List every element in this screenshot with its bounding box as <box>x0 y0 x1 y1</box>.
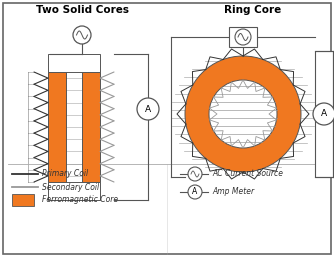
Text: Two Solid Cores: Two Solid Cores <box>35 5 129 15</box>
Bar <box>82 72 100 182</box>
Circle shape <box>137 98 159 120</box>
Text: Secondary Coil: Secondary Coil <box>42 182 99 191</box>
Bar <box>229 27 257 47</box>
Text: A: A <box>145 105 151 114</box>
Text: Ferromagnetic Core: Ferromagnetic Core <box>42 196 118 205</box>
Circle shape <box>209 80 277 148</box>
Bar <box>48 182 100 200</box>
Circle shape <box>313 103 334 125</box>
Text: Ring Core: Ring Core <box>224 5 282 15</box>
Circle shape <box>185 56 301 172</box>
Bar <box>12 194 34 206</box>
Text: A: A <box>321 109 327 118</box>
Circle shape <box>235 29 251 45</box>
Circle shape <box>188 185 202 199</box>
Text: AC Current Source: AC Current Source <box>212 170 283 179</box>
Text: Primary Coil: Primary Coil <box>42 170 88 179</box>
Bar <box>48 72 66 182</box>
Bar <box>48 54 100 72</box>
Text: A: A <box>192 188 198 197</box>
Bar <box>315 51 333 177</box>
Circle shape <box>73 26 91 44</box>
Text: Amp Meter: Amp Meter <box>212 188 254 197</box>
Circle shape <box>188 167 202 181</box>
